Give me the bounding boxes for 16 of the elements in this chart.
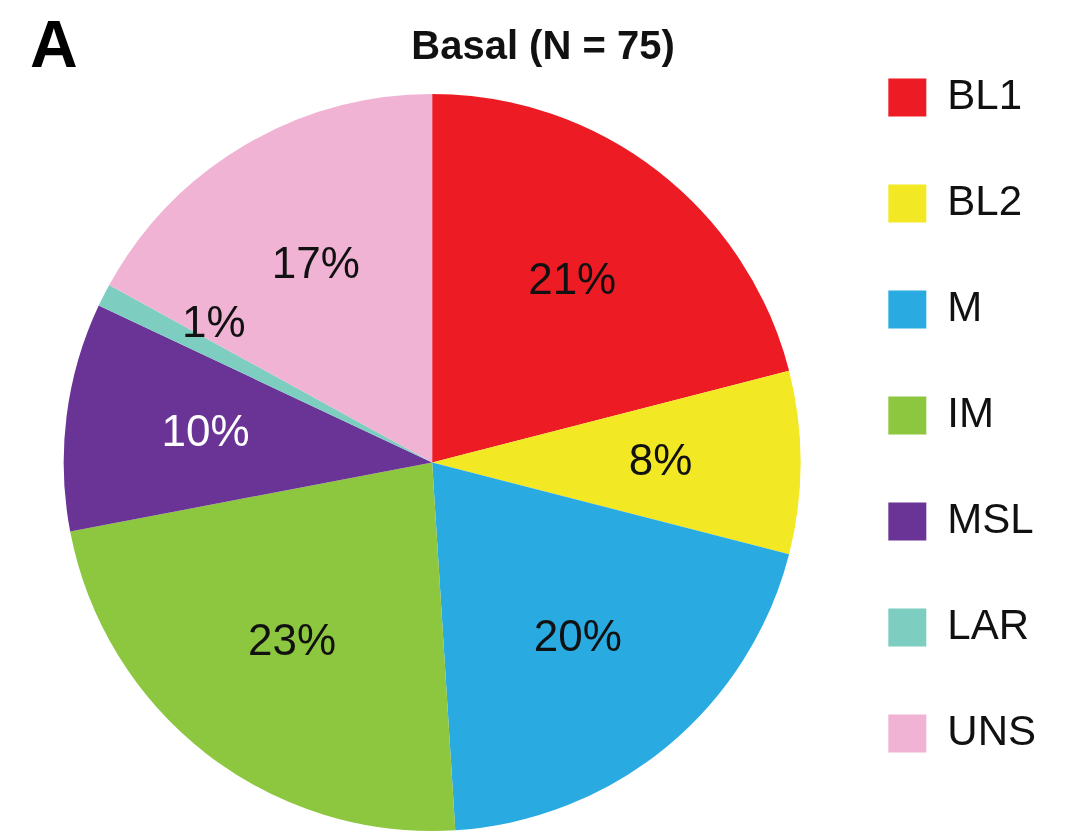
data-label: 10% [161,406,250,456]
legend-label: LAR [947,601,1030,649]
legend-label: UNS [947,707,1037,755]
legend-label: MSL [947,495,1034,543]
text: A [30,6,78,82]
legend-label: BL2 [947,177,1023,225]
data-label: 20% [533,610,622,660]
chart-title: Basal (N = 75) [411,23,675,68]
data-label: 8% [628,434,693,484]
data-label: 23% [248,615,337,665]
legend-label: M [947,283,983,331]
data-label: 17% [271,237,360,287]
data-label: 21% [528,254,617,304]
legend-label: IM [947,389,994,437]
legend-label: BL1 [947,71,1023,119]
data-label: 1% [181,297,246,347]
